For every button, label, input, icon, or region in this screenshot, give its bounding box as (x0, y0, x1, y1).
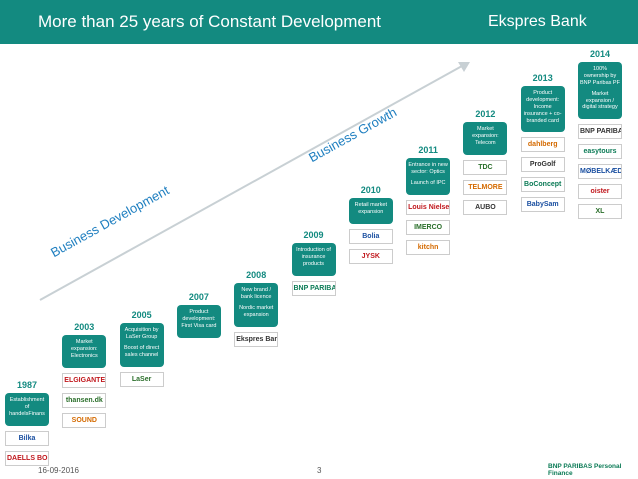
partner-logo: ELGIGANTEN (62, 372, 107, 388)
partner-logo: Louis Nielsen (406, 199, 451, 215)
footer-date: 16-09-2016 (38, 466, 79, 475)
year-label: 2003 (74, 322, 95, 332)
year-label: 2008 (246, 270, 267, 280)
milestone-box: Entrance in new sector: Optics Launch of … (406, 158, 451, 195)
partner-logo: Bolia (348, 228, 393, 244)
year-label: 2010 (360, 185, 381, 195)
page-number: 3 (317, 466, 322, 475)
year-label: 2009 (303, 230, 324, 240)
year-label: 2007 (188, 292, 209, 302)
partner-logo: BabySam (520, 197, 565, 213)
partner-logo: DAELLS BOLIGHUS (5, 450, 49, 466)
partner-logo: IMERCO (406, 219, 451, 235)
partner-logo: oister (578, 184, 622, 200)
milestone-text: Retail market expansion (354, 202, 387, 215)
year-label: 2013 (532, 73, 553, 83)
milestone-text: Market expansion / digital strategy (582, 90, 618, 111)
milestone-box: Market expansion: Electronics (62, 335, 107, 368)
timeline-step: 2013 Product development: Income insuranc… (520, 73, 565, 213)
partner-logo: LaSer (119, 371, 164, 387)
year-label: 2005 (131, 310, 152, 320)
milestone-text: Introduction of insurance products (296, 247, 331, 267)
timeline-step: 2008 New brand / bank licence Nordic marke… (234, 270, 279, 347)
milestone-text: Boost of direct sales channel (124, 344, 160, 358)
timeline-step: 2009 Introduction of insurance products BN… (291, 230, 336, 296)
partner-logo: MØBELKÆDEN (578, 164, 622, 180)
milestone-box: Retail market expansion (348, 198, 393, 224)
brand: Ekspres Bank (488, 13, 587, 30)
partner-logo: AUBO (463, 199, 508, 215)
year-label: 1987 (16, 380, 38, 390)
partner-logo: Ekspres Bank (234, 331, 279, 347)
timeline-step: 2010 Retail market expansion Bolia JYSK (348, 185, 393, 264)
timeline-step: 2003 Market expansion: Electronics ELGIGAN… (62, 322, 107, 428)
title: More than 25 years of Constant Developme… (38, 12, 382, 31)
partner-logo: TELMORE (463, 179, 508, 195)
partner-logo: kitchn (406, 239, 451, 255)
timeline-step: 2014 100% ownership by BNP Paribas PF Mark… (578, 49, 622, 220)
milestone-text: Entrance in new sector: Optics (408, 162, 448, 175)
timeline-step: 2012 Market expansion: Telecom TDC TELMORE A… (463, 109, 508, 215)
timeline-step: 1987 Establishment of handelsFinans Bilka D… (5, 380, 49, 466)
milestone-box: New brand / bank licence Nordic market ex… (234, 283, 279, 327)
milestone-text: Nordic market expansion (239, 304, 274, 318)
year-label: 2011 (418, 145, 438, 155)
milestone-text: Market expansion: Telecom (472, 126, 499, 146)
milestone-text: Acquisition by LaSer Group (124, 327, 159, 340)
partner-logo: TDC (463, 159, 508, 175)
milestone-text: Establishment of handelsFinans (9, 397, 45, 417)
milestone-box: Product development: Income insurance + … (520, 86, 565, 133)
milestone-text: Launch of IPC (410, 179, 446, 186)
partner-logo: JYSK (348, 248, 393, 264)
partner-logo: Bilka (5, 430, 49, 446)
milestone-box: Market expansion: Telecom (463, 122, 508, 155)
partner-logo: dahlberg (520, 137, 565, 153)
milestone-text: Product development: Income insurance + … (523, 90, 562, 124)
timeline-step: 2005 Acquisition by LaSer Group Boost of d… (119, 310, 164, 387)
partner-logo: ProGolf (520, 157, 565, 173)
milestone-box: Establishment of handelsFinans (5, 393, 49, 426)
partner-logo: BNP PARIBAS CARDIF (291, 280, 336, 296)
partner-logo: easytours (578, 144, 622, 160)
year-label: 2014 (589, 49, 611, 59)
partner-logo: XL (578, 204, 622, 220)
partner-logo: SOUND (62, 412, 107, 428)
timeline-step: 2011 Entrance in new sector: Optics Launch… (406, 145, 451, 255)
partner-logo: BNP PARIBAS Personal Finance (548, 463, 622, 477)
milestone-box: Introduction of insurance products (291, 243, 336, 276)
milestone-text: New brand / bank licence (240, 287, 272, 300)
milestone-box: Acquisition by LaSer Group Boost of direc… (119, 323, 164, 367)
timeline-step: 2007 Product development: First Visa card (176, 292, 221, 338)
partner-logo: thansen.dk (62, 392, 107, 408)
year-label: 2012 (475, 109, 496, 119)
milestone-text: Market expansion: Electronics (70, 339, 98, 359)
partner-logo: BoConcept (520, 177, 565, 193)
milestone-text: 100% ownership by BNP Paribas PF (580, 66, 620, 86)
milestone-text: Product development: First Visa card (181, 309, 217, 329)
milestone-box: Product development: First Visa card (176, 305, 221, 338)
milestone-box: 100% ownership by BNP Paribas PF Market e… (578, 62, 622, 120)
header-bar: More than 25 years of Constant Developme… (0, 0, 638, 44)
partner-logo: BNP PARIBAS (578, 124, 622, 140)
